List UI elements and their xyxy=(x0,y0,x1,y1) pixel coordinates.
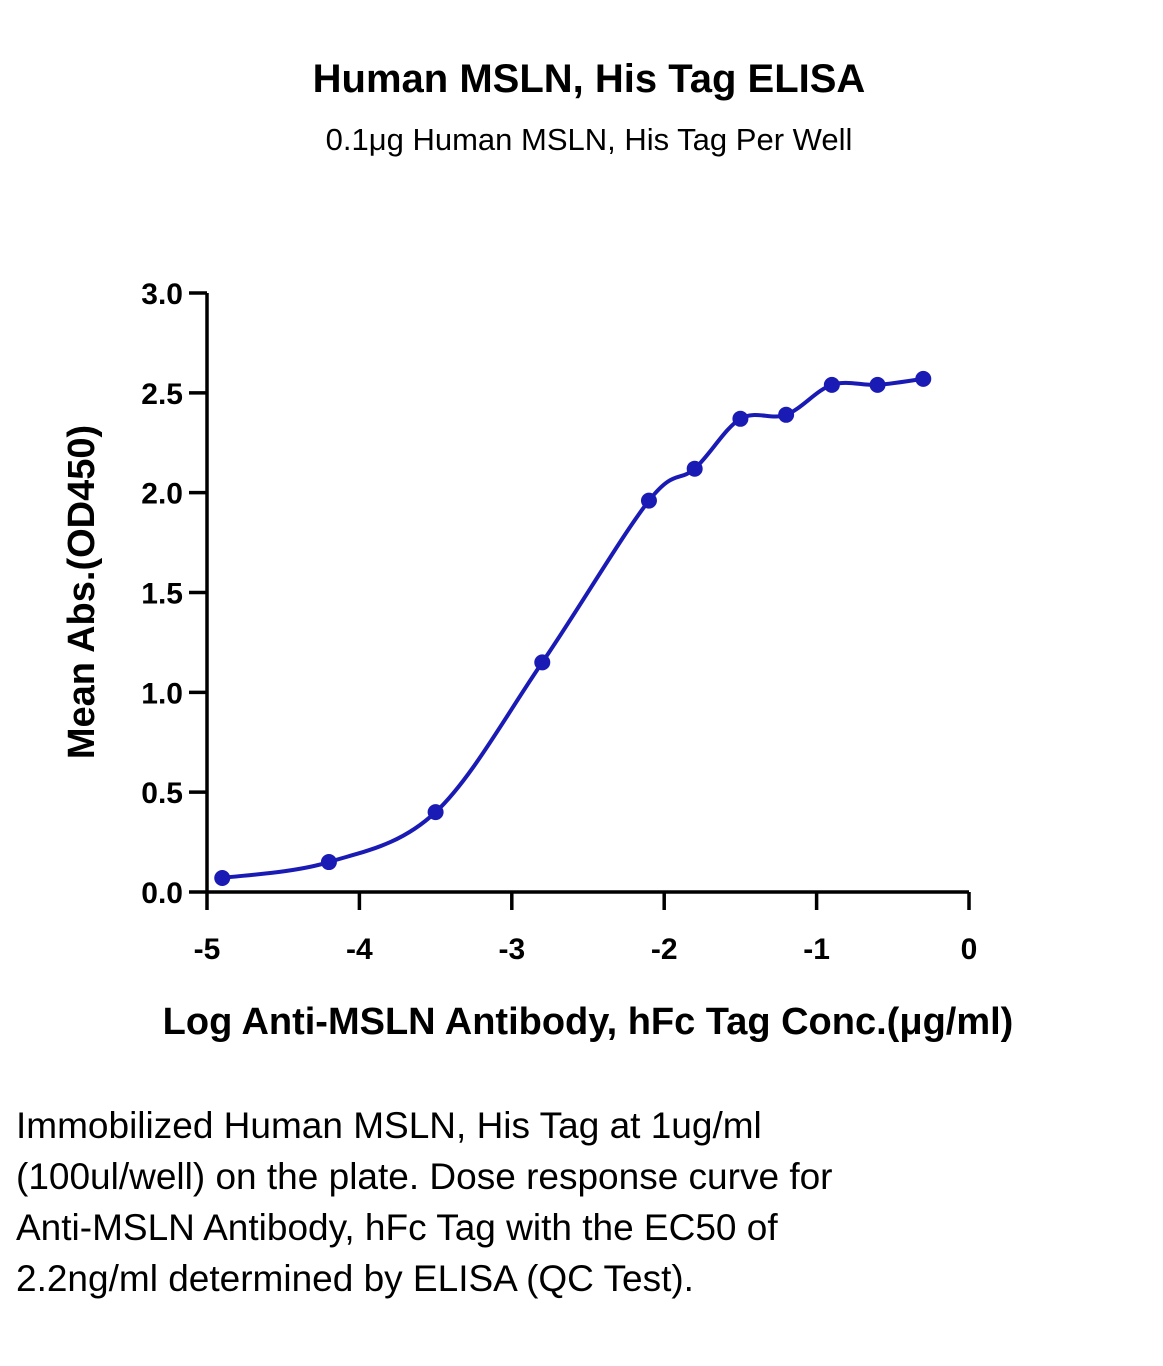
y-tick-label: 1.0 xyxy=(141,677,183,710)
y-tick-label: 0.5 xyxy=(141,777,183,810)
data-point xyxy=(869,376,886,393)
data-point xyxy=(778,406,795,423)
data-point xyxy=(732,410,749,427)
x-tick-label: 0 xyxy=(961,933,978,966)
data-point xyxy=(823,376,840,393)
x-axis-ticks: -5 -4 -3 -2 -1 0 xyxy=(194,892,978,966)
data-points xyxy=(214,370,932,887)
x-tick-label: -4 xyxy=(346,933,373,966)
fit-curve xyxy=(221,376,924,881)
data-point xyxy=(534,654,551,671)
data-point xyxy=(686,460,703,477)
y-tick-label: 0.0 xyxy=(141,877,183,910)
y-tick-label: 2.0 xyxy=(141,478,183,511)
y-tick-label: 3.0 xyxy=(141,278,183,311)
chart-title: Human MSLN, His Tag ELISA xyxy=(313,57,866,101)
data-point xyxy=(320,854,337,871)
x-tick-label: -5 xyxy=(194,933,221,966)
x-axis-title: Log Anti-MSLN Antibody, hFc Tag Conc.(μg… xyxy=(163,1001,1014,1043)
elisa-chart: Human MSLN, His Tag ELISA 0.1μg Human MS… xyxy=(61,57,1014,1043)
data-point xyxy=(214,870,231,887)
data-point xyxy=(427,804,444,821)
caption: Immobilized Human MSLN, His Tag at 1ug/m… xyxy=(16,1105,833,1299)
chart-subtitle: 0.1μg Human MSLN, His Tag Per Well xyxy=(326,122,853,157)
x-tick-label: -3 xyxy=(498,933,525,966)
x-tick-label: -2 xyxy=(651,933,678,966)
y-tick-label: 2.5 xyxy=(141,378,183,411)
y-axis-ticks: 0.0 0.5 1.0 1.5 2.0 2.5 3.0 xyxy=(141,278,207,910)
data-point xyxy=(915,370,932,387)
data-point xyxy=(640,492,657,509)
y-tick-label: 1.5 xyxy=(141,578,183,611)
y-axis-title: Mean Abs.(OD450) xyxy=(61,425,103,759)
x-tick-label: -1 xyxy=(803,933,830,966)
